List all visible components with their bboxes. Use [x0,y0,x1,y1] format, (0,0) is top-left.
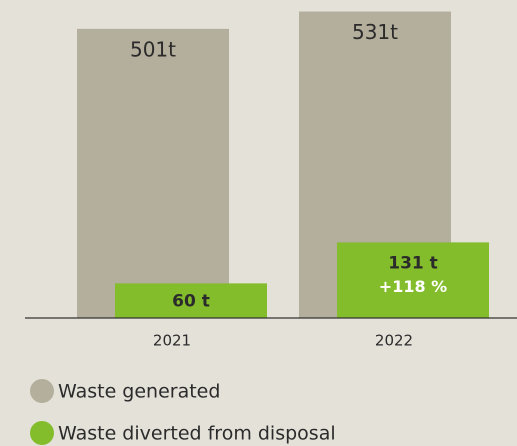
bar [77,28,229,318]
x-tick-label: 2022 [375,332,413,350]
bar [115,283,267,318]
legend-label: Waste generated [58,381,220,403]
x-tick-label: 2021 [153,332,191,350]
legend-swatch [30,421,54,445]
legend-label: Waste diverted from disposal [58,423,336,445]
legend-swatch [30,379,54,403]
bar [337,242,489,318]
bar-value-label: 131 t [388,253,438,273]
bar-value-label: 60 t [172,292,210,312]
change-annotation: +118 % [379,277,447,296]
bar-value-label: 531t [352,20,398,44]
bar-value-label: 501t [130,37,176,61]
